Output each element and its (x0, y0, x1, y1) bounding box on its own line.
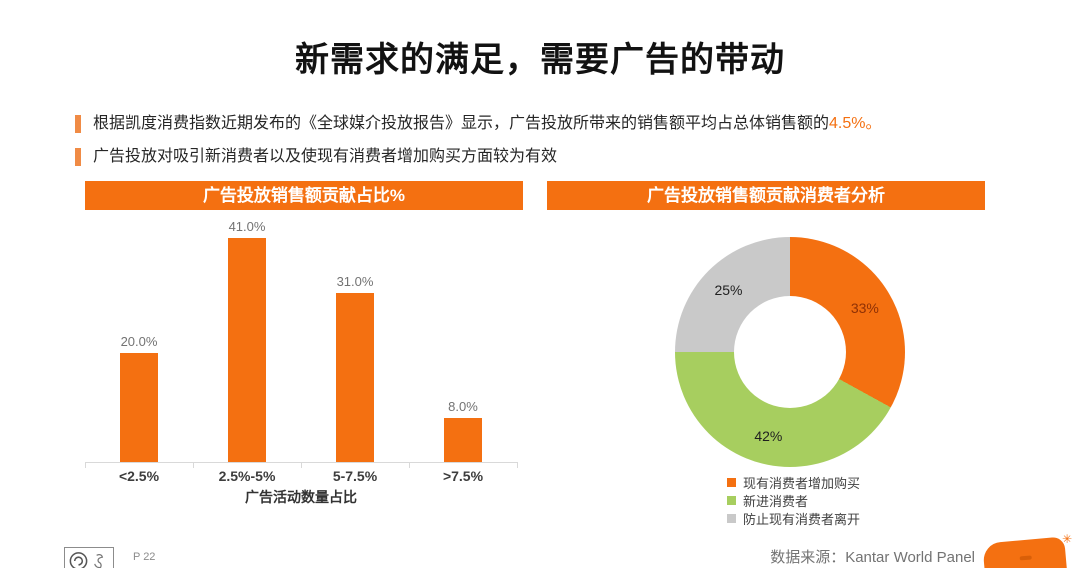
bar-chart-title: 广告投放销售额贡献占比% (85, 181, 523, 210)
bar (336, 293, 374, 462)
bar-value-label: 20.0% (120, 334, 158, 349)
page-number: P 22 (133, 551, 156, 563)
bar (228, 238, 266, 462)
category-label: 2.5%-5% (218, 468, 276, 484)
bar-column: 20.0% (85, 334, 193, 462)
bullet-text: 根据凯度消费指数近期发布的《全球媒介投放报告》显示，广告投放所带来的销售额平均占… (93, 115, 882, 132)
category-label: >7.5% (442, 468, 484, 484)
donut-slice-label: 33% (850, 299, 879, 316)
legend-swatch (727, 513, 736, 523)
legend-label: 现有消费者增加购买 (743, 475, 861, 491)
bar-column: 41.0% (193, 219, 301, 462)
bullet-item-1: 根据凯度消费指数近期发布的《全球媒介投放报告》显示，广告投放所带来的销售额平均占… (75, 113, 882, 135)
bar (120, 353, 158, 462)
donut-slice-label: 25% (714, 282, 743, 299)
bar-column: 31.0% (301, 274, 409, 462)
category-axis: <2.5% 2.5%-5% 5-7.5% >7.5% (85, 468, 517, 484)
donut-chart: 33% 42% 25% (675, 237, 905, 467)
bar-column: 8.0% (409, 399, 517, 462)
donut-ring (675, 237, 905, 467)
legend-label: 新进消费者 (743, 493, 809, 509)
bullet-marker-icon (75, 115, 81, 133)
data-source-label: 数据来源：Kantar World Panel (770, 549, 975, 566)
bar (444, 418, 482, 462)
donut-chart-title: 广告投放销售额贡献消费者分析 (547, 181, 985, 210)
stamp-emblem-icon (69, 552, 104, 568)
bar-value-label: 31.0% (336, 274, 374, 289)
highlight-value: 4.5%。 (829, 115, 882, 132)
footer-stamp-logo (64, 547, 114, 568)
page-title: 新需求的满足，需要广告的带动 (295, 41, 785, 79)
asterisk-icon: ✳ (1062, 532, 1073, 546)
legend-item: 防止现有消费者离开 (727, 510, 861, 527)
bar-chart-plot: 20.0% 41.0% 31.0% 8.0% (85, 218, 517, 462)
donut-legend: 现有消费者增加购买 新进消费者防止现有消费者离开 (727, 474, 860, 528)
legend-swatch (727, 477, 736, 487)
bar-value-label: 8.0% (448, 399, 478, 414)
bar-value-label: 41.0% (228, 219, 266, 234)
x-axis-ticks (85, 462, 518, 468)
category-label: 5-7.5% (332, 468, 378, 484)
legend-item: 新进消费者 (727, 492, 860, 509)
x-axis-title: 广告活动数量占比 (245, 489, 357, 505)
bullet-item-2: 广告投放对吸引新消费者以及使现有消费者增加购买方面较为有效 (75, 146, 557, 168)
legend-item: 现有消费者增加购买 (727, 474, 861, 491)
brand-corner-logo (982, 536, 1068, 568)
category-label: <2.5% (118, 468, 160, 484)
legend-swatch (727, 495, 736, 505)
bullet-marker-icon (75, 148, 81, 166)
bullet-text: 广告投放对吸引新消费者以及使现有消费者增加购买方面较为有效 (93, 148, 558, 165)
donut-slice-label: 42% (754, 428, 783, 445)
legend-label: 防止现有消费者离开 (743, 511, 861, 527)
